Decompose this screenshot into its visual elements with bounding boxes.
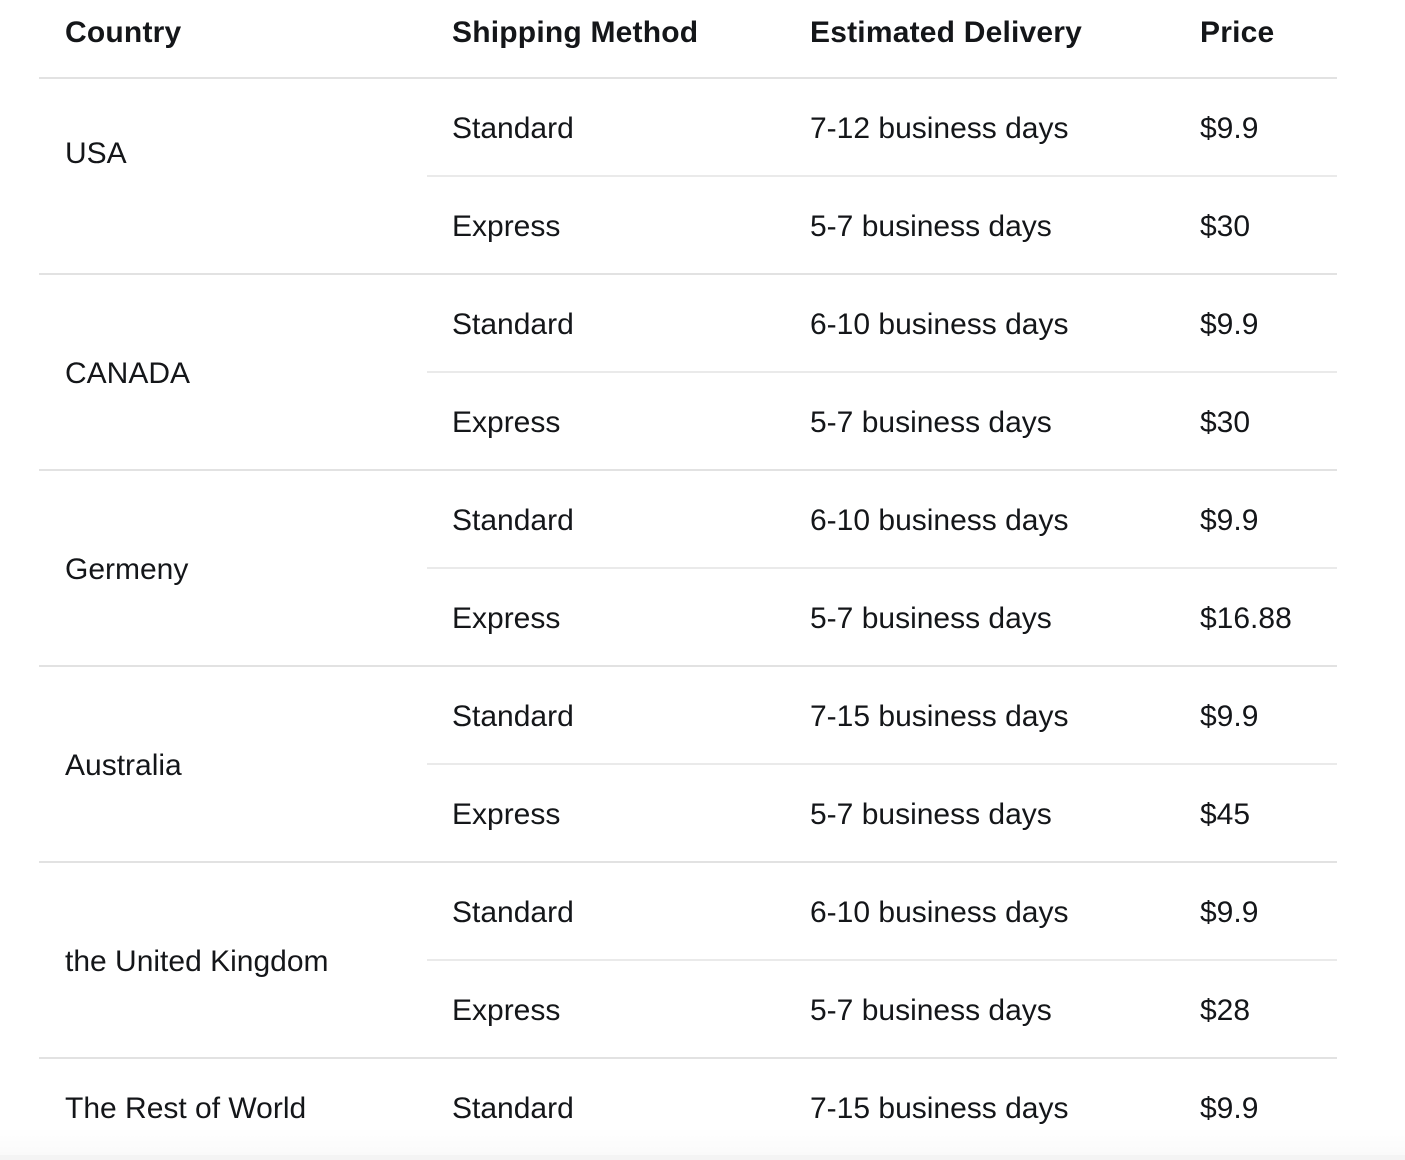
col-header-country: Country <box>39 0 427 79</box>
table-row: the United Kingdom Standard 6-10 busines… <box>39 862 1337 1059</box>
table-row: Express 5-7 business days $30 <box>39 372 1337 471</box>
method-cell: Standard <box>427 666 785 765</box>
method-cell: Express <box>427 568 785 667</box>
country-label: CANADA <box>65 357 191 390</box>
col-header-shipping-method: Shipping Method <box>427 0 785 79</box>
delivery-cell: 5-7 business days <box>785 372 1175 471</box>
delivery-cell: 5-7 business days <box>785 960 1175 1059</box>
delivery-cell: 6-10 business days <box>785 470 1175 569</box>
table-row: Australia Standard 7-15 business days $9… <box>39 666 1337 863</box>
price-cell: $9.9 <box>1175 470 1337 569</box>
method-cell: Express <box>427 176 785 275</box>
country-cell: Australia <box>39 666 427 863</box>
price-cell: $30 <box>1175 372 1337 471</box>
delivery-cell: 6-10 business days <box>785 862 1175 961</box>
delivery-cell: 7-15 business days <box>785 666 1175 765</box>
country-cell: The Rest of World <box>39 1058 427 1157</box>
price-cell: $9.9 <box>1175 274 1337 373</box>
method-cell: Standard <box>427 274 785 373</box>
shipping-rates-table: Country Shipping Method Estimated Delive… <box>39 0 1337 1157</box>
country-cell: USA <box>39 78 427 275</box>
delivery-cell: 5-7 business days <box>785 176 1175 275</box>
price-cell: $9.9 <box>1175 1058 1337 1157</box>
method-cell: Express <box>427 764 785 863</box>
price-cell: $9.9 <box>1175 666 1337 765</box>
table-row: Express 5-7 business days $30 <box>39 176 1337 275</box>
table-row: The Rest of World Standard 7-15 business… <box>39 1058 1337 1157</box>
country-label: USA <box>65 137 127 170</box>
price-cell: $9.9 <box>1175 862 1337 961</box>
country-cell: the United Kingdom <box>39 862 427 1059</box>
table-row: Express 5-7 business days $16.88 <box>39 568 1337 667</box>
delivery-cell: 6-10 business days <box>785 274 1175 373</box>
delivery-cell: 5-7 business days <box>785 568 1175 667</box>
method-cell: Standard <box>427 1058 785 1157</box>
table-row: Germeny Standard 6-10 business days $9.9 <box>39 470 1337 667</box>
price-cell: $28 <box>1175 960 1337 1059</box>
delivery-cell: 7-15 business days <box>785 1058 1175 1157</box>
col-header-estimated-delivery: Estimated Delivery <box>785 0 1175 79</box>
bottom-page-strip <box>0 1155 1405 1160</box>
method-cell: Express <box>427 372 785 471</box>
country-label: Australia <box>65 749 182 782</box>
table-row: Express 5-7 business days $28 <box>39 960 1337 1059</box>
method-cell: Standard <box>427 78 785 177</box>
price-cell: $16.88 <box>1175 568 1337 667</box>
table-row: Express 5-7 business days $45 <box>39 764 1337 863</box>
col-header-price: Price <box>1175 0 1337 79</box>
country-label: Germeny <box>65 553 189 586</box>
country-cell: CANADA <box>39 274 427 471</box>
price-cell: $30 <box>1175 176 1337 275</box>
table-row: USA Standard 7-12 business days $9.9 <box>39 78 1337 275</box>
country-cell: Germeny <box>39 470 427 667</box>
country-label: the United Kingdom <box>65 945 329 978</box>
method-cell: Express <box>427 960 785 1059</box>
method-cell: Standard <box>427 470 785 569</box>
method-cell: Standard <box>427 862 785 961</box>
price-cell: $9.9 <box>1175 78 1337 177</box>
price-cell: $45 <box>1175 764 1337 863</box>
delivery-cell: 5-7 business days <box>785 764 1175 863</box>
table-header-row: Country Shipping Method Estimated Delive… <box>39 0 1337 79</box>
table-row: CANADA Standard 6-10 business days $9.9 <box>39 274 1337 471</box>
delivery-cell: 7-12 business days <box>785 78 1175 177</box>
